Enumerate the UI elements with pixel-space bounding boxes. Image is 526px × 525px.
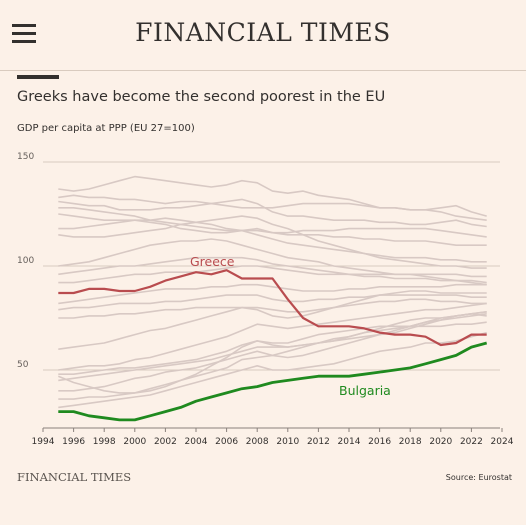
series-line-other-9 xyxy=(58,256,487,286)
x-tick-label-2006: 2006 xyxy=(215,437,238,447)
footer-brand: FINANCIAL TIMES xyxy=(17,470,132,484)
y-axis-label: GDP per capita at PPP (EU 27=100) xyxy=(17,123,195,134)
x-tick-label-1996: 1996 xyxy=(62,437,85,447)
background-series-layer xyxy=(57,175,487,409)
series-line-other-5 xyxy=(58,213,487,246)
series-line-other-17 xyxy=(58,311,487,382)
source-note: Source: Eurostat xyxy=(445,473,512,482)
x-tick-label-2014: 2014 xyxy=(338,437,361,447)
series-line-other-6 xyxy=(58,217,487,263)
chart-headline: Greeks have become the second poorest in… xyxy=(17,89,386,105)
series-line-other-7 xyxy=(58,215,487,269)
brand-logo[interactable]: FINANCIAL TIMES xyxy=(135,18,391,47)
series-line-other-10 xyxy=(58,265,487,284)
x-tick-label-2024: 2024 xyxy=(491,437,514,447)
x-tick-label-2018: 2018 xyxy=(399,437,422,447)
series-line-other-14 xyxy=(58,290,487,350)
greece-label: Greece xyxy=(190,254,235,269)
series-line-other-2 xyxy=(58,194,487,221)
top-bar: FINANCIAL TIMES xyxy=(0,0,526,71)
accent-bar xyxy=(17,75,59,79)
tick-labels-layer: 50 100 150 1994 1996 1998 2000 2002 2004 2006 2008… xyxy=(17,152,514,447)
series-line-other-13 xyxy=(58,298,487,319)
line-chart: 50 100 150 1994 1996 1998 2000 2002 2004 2006 2008… xyxy=(17,152,514,447)
series-line-greece xyxy=(58,269,487,347)
series-line-other-20 xyxy=(58,331,487,409)
x-tick-label-2022: 2022 xyxy=(460,437,483,447)
series-line-other-3 xyxy=(58,198,487,228)
highlighted-series-layer xyxy=(58,269,488,422)
x-tick-label-2008: 2008 xyxy=(246,437,269,447)
x-tick-label-2000: 2000 xyxy=(123,437,146,447)
y-tick-label-100: 100 xyxy=(17,256,34,266)
x-tick-label-2012: 2012 xyxy=(307,437,330,447)
series-line-other-15 xyxy=(58,302,487,371)
y-tick-label-50: 50 xyxy=(17,360,29,370)
series-line-other-12 xyxy=(58,294,487,311)
hamburger-menu-icon[interactable] xyxy=(12,24,36,46)
x-tick-label-1998: 1998 xyxy=(93,437,116,447)
series-line-bulgaria xyxy=(58,341,488,422)
x-tick-label-2016: 2016 xyxy=(368,437,391,447)
x-tick-label-2002: 2002 xyxy=(154,437,177,447)
y-tick-label-150: 150 xyxy=(17,152,34,162)
x-tick-label-2004: 2004 xyxy=(185,437,208,447)
x-tick-label-1994: 1994 xyxy=(32,437,55,447)
bulgaria-label: Bulgaria xyxy=(339,383,391,398)
x-tick-label-2010: 2010 xyxy=(276,437,299,447)
series-line-other-21 xyxy=(57,321,487,394)
x-tick-label-2020: 2020 xyxy=(429,437,452,447)
series-line-other-11 xyxy=(58,283,487,305)
